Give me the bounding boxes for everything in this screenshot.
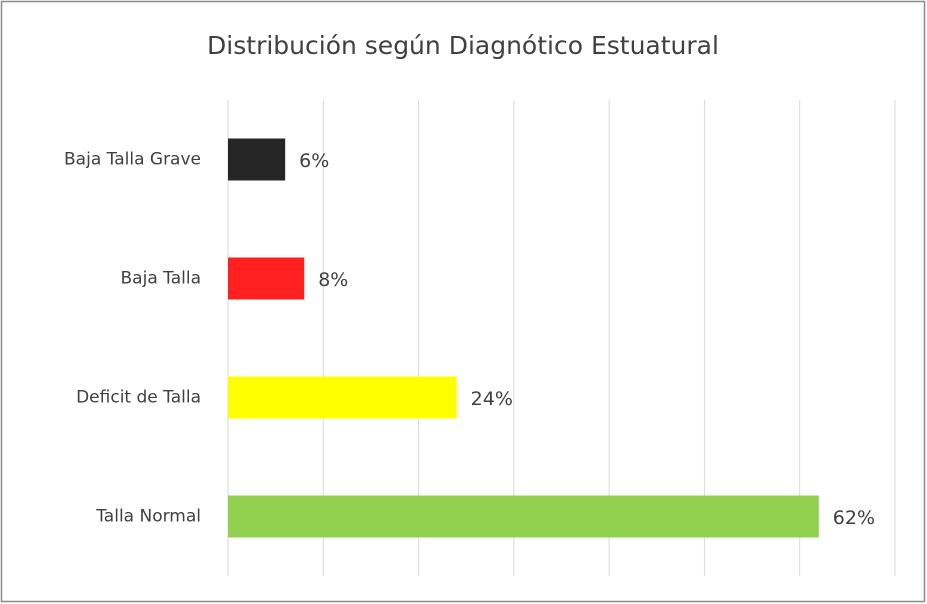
y-tick-label: Baja Talla Grave	[64, 150, 201, 170]
value-label: 6%	[299, 150, 329, 172]
chart-title: Distribución según Diagnótico Estuatural	[207, 31, 719, 60]
value-label: 62%	[833, 507, 875, 529]
bar	[228, 138, 286, 181]
bar	[228, 495, 819, 538]
y-tick-label: Baja Talla	[121, 269, 201, 289]
bar	[228, 376, 457, 419]
y-tick-label: Talla Normal	[95, 507, 201, 527]
bar	[228, 257, 305, 300]
value-label: 24%	[471, 388, 513, 410]
y-tick-label: Deficit de Talla	[76, 388, 201, 408]
value-label: 8%	[318, 269, 348, 291]
